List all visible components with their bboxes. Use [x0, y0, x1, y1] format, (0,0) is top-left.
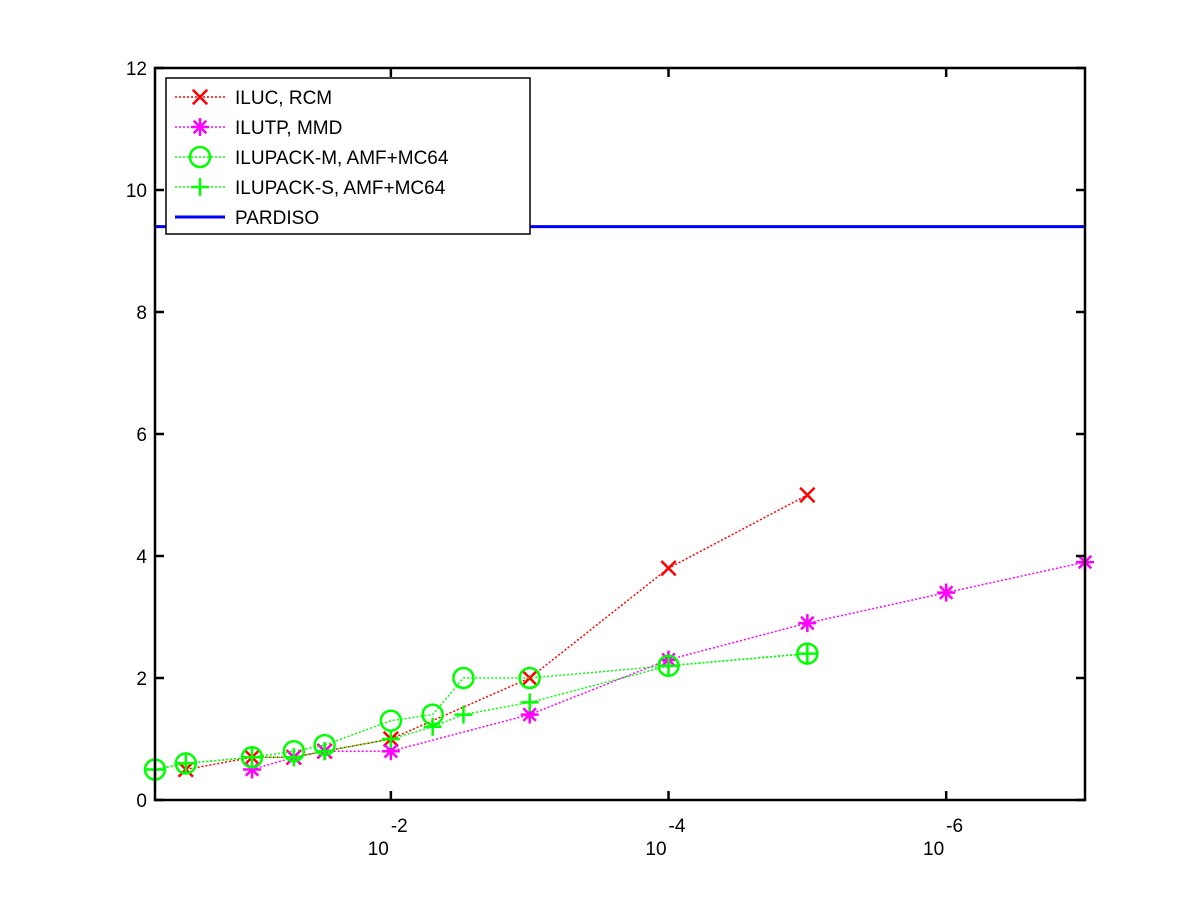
data-point-ilupack-m-amf-mc64-stroke: [657, 654, 680, 678]
data-point-ilupack-s-amf-mc64: [284, 748, 303, 767]
data-point-ilupack-m-amf-mc64-stroke: [796, 642, 819, 665]
data-point-iluc-rcm-stroke: [799, 486, 816, 504]
data-point-ilupack-s-amf-mc64: [798, 644, 817, 663]
x-tick-label: 10-6: [923, 816, 963, 860]
x-tick-label-exponent: -2: [391, 816, 408, 837]
y-tick-label: 8: [136, 303, 147, 324]
legend-marker-iluc-rcm: [191, 88, 209, 106]
data-point-ilupack-m-amf-mc64: [518, 666, 541, 690]
data-point-iluc-rcm-stroke: [660, 560, 677, 577]
legend-marker-ilupack-m-amf-mc64-stroke: [188, 145, 212, 169]
data-point-ilupack-m-amf-mc64: [240, 746, 264, 769]
data-point-ilupack-m-amf-mc64-stroke: [174, 752, 198, 775]
data-point-ilupack-m-amf-mc64-stroke: [518, 666, 541, 690]
data-point-ilutp-mmd-stroke: [383, 744, 399, 759]
y-tick-label: 6: [136, 425, 147, 446]
legend-label: ILUPACK-S, AMF+MC64: [235, 178, 446, 199]
legend-entry-pardiso: PARDISO: [175, 208, 319, 229]
legend-marker-ilutp-mmd-stroke: [192, 119, 208, 135]
legend-marker-ilutp-mmd: [191, 118, 209, 136]
legend-box: [165, 77, 531, 235]
data-point-ilupack-s-amf-mc64: [315, 742, 334, 761]
data-point-iluc-rcm: [660, 560, 677, 577]
data-point-ilupack-s-amf-mc64: [243, 748, 262, 767]
legend-entry-ilutp-mmd: ILUTP, MMD: [175, 118, 342, 139]
y-tick-label: 10: [126, 181, 147, 202]
data-point-ilupack-m-amf-mc64: [452, 666, 475, 690]
y-tick-label: 2: [136, 669, 147, 690]
data-point-ilupack-s-amf-mc64: [381, 730, 400, 748]
data-point-iluc-rcm: [799, 486, 816, 504]
x-tick-label-base: 10: [368, 839, 389, 860]
legend-label: PARDISO: [235, 208, 319, 229]
x-tick-label: 10-2: [368, 816, 408, 860]
series-line-ilupack-m-amf-mc64: [154, 652, 808, 771]
data-point-ilutp-mmd-stroke: [522, 707, 537, 722]
y-tick-label: 12: [126, 59, 147, 80]
x-tick-label: 10-4: [645, 816, 685, 860]
legend-marker-ilupack-s-amf-mc64: [191, 178, 209, 196]
legend-entry-ilupack-s-amf-mc64: ILUPACK-S, AMF+MC64: [175, 178, 446, 199]
data-point-ilupack-m-amf-mc64: [657, 654, 680, 678]
legend-label: ILUPACK-M, AMF+MC64: [235, 148, 449, 169]
x-tick-label-base: 10: [645, 839, 666, 860]
legend: ILUC, RCM ILUTP, MMD ILUPACK-M, AMF+MC64 IL…: [165, 77, 531, 235]
y-tick-label: 4: [136, 547, 147, 568]
data-point-ilupack-s-amf-mc64: [176, 754, 195, 773]
legend-entry-iluc-rcm: ILUC, RCM: [175, 88, 332, 109]
data-point-ilupack-m-amf-mc64-stroke: [240, 746, 264, 769]
data-point-ilupack-m-amf-mc64: [796, 642, 819, 665]
data-point-ilupack-m-amf-mc64: [174, 752, 198, 775]
data-point-ilupack-s-amf-mc64: [659, 656, 678, 675]
x-tick-label-exponent: -6: [946, 816, 963, 837]
legend-marker-ilupack-m-amf-mc64: [188, 145, 212, 169]
x-tick-label-base: 10: [923, 839, 944, 860]
y-tick-label: 0: [136, 791, 147, 812]
data-point-ilutp-mmd: [798, 614, 817, 633]
data-point-ilupack-m-amf-mc64-stroke: [452, 666, 475, 690]
data-point-iluc-rcm-stroke: [521, 669, 538, 687]
data-point-ilupack-s-amf-mc64: [423, 717, 442, 736]
x-tick-label-exponent: -4: [669, 816, 686, 837]
data-point-ilutp-mmd-stroke: [800, 615, 815, 631]
data-point-ilupack-s-amf-mc64: [520, 693, 539, 712]
legend-label: ILUTP, MMD: [235, 118, 342, 139]
data-point-ilutp-mmd-stroke: [938, 585, 954, 600]
legend-label: ILUC, RCM: [235, 88, 332, 109]
legend-entry-ilupack-m-amf-mc64: ILUPACK-M, AMF+MC64: [175, 145, 449, 169]
data-point-iluc-rcm: [521, 669, 538, 687]
legend-marker-iluc-rcm-stroke: [191, 88, 209, 106]
data-point-ilupack-s-amf-mc64: [454, 705, 473, 724]
data-point-ilutp-mmd: [937, 583, 956, 602]
